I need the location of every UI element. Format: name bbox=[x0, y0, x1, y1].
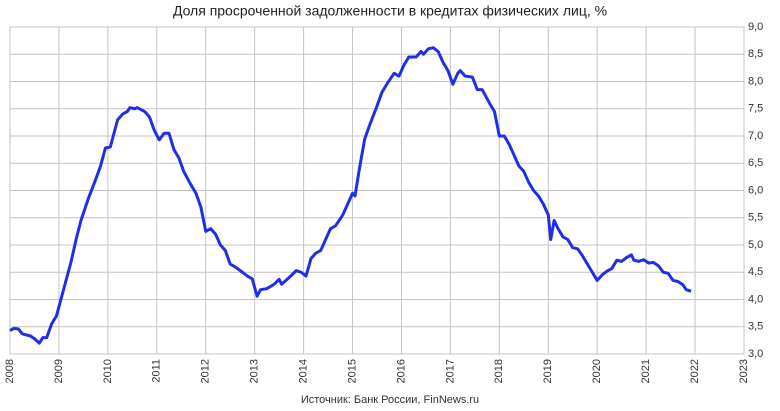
x-tick-label: 2019 bbox=[542, 359, 554, 383]
x-tick-label: 2022 bbox=[689, 359, 701, 383]
x-tick-label: 2009 bbox=[53, 359, 65, 383]
chart-title: Доля просроченной задолженности в кредит… bbox=[173, 3, 607, 19]
y-tick-label: 3,5 bbox=[748, 321, 763, 333]
x-tick-label: 2011 bbox=[151, 359, 163, 383]
y-tick-label: 6,0 bbox=[748, 184, 763, 196]
source: Источник: Банк России, FinNews.ru bbox=[301, 394, 479, 406]
y-tick-label: 7,5 bbox=[748, 103, 763, 115]
y-tick-label: 9,0 bbox=[748, 21, 763, 33]
x-tick-label: 2023 bbox=[738, 359, 750, 383]
y-tick-label: 4,0 bbox=[748, 293, 763, 305]
x-tick-label: 2014 bbox=[298, 359, 310, 383]
y-tick-label: 7,0 bbox=[748, 130, 763, 142]
y-tick-label: 6,5 bbox=[748, 157, 763, 169]
y-tick-label: 8,5 bbox=[748, 48, 763, 60]
x-tick-label: 2008 bbox=[4, 359, 16, 383]
x-tick-label: 2020 bbox=[591, 359, 603, 383]
x-tick-label: 2016 bbox=[395, 359, 407, 383]
x-tick-label: 2010 bbox=[102, 359, 114, 383]
line bbox=[9, 46, 692, 345]
x-tick-label: 2017 bbox=[444, 359, 456, 383]
x-tick-label: 2015 bbox=[346, 359, 358, 383]
x-tick-label: 2013 bbox=[249, 359, 261, 383]
y-tick-label: 8,0 bbox=[748, 75, 763, 87]
x-tick-label: 2021 bbox=[640, 359, 652, 383]
x-tick-label: 2012 bbox=[200, 359, 212, 383]
y-tick-label: 3,0 bbox=[748, 348, 763, 360]
y-tick-label: 4,5 bbox=[748, 266, 763, 278]
x-tick-label: 2018 bbox=[493, 359, 505, 383]
y-tick-label: 5,5 bbox=[748, 212, 763, 224]
y-tick-label: 5,0 bbox=[748, 239, 763, 251]
